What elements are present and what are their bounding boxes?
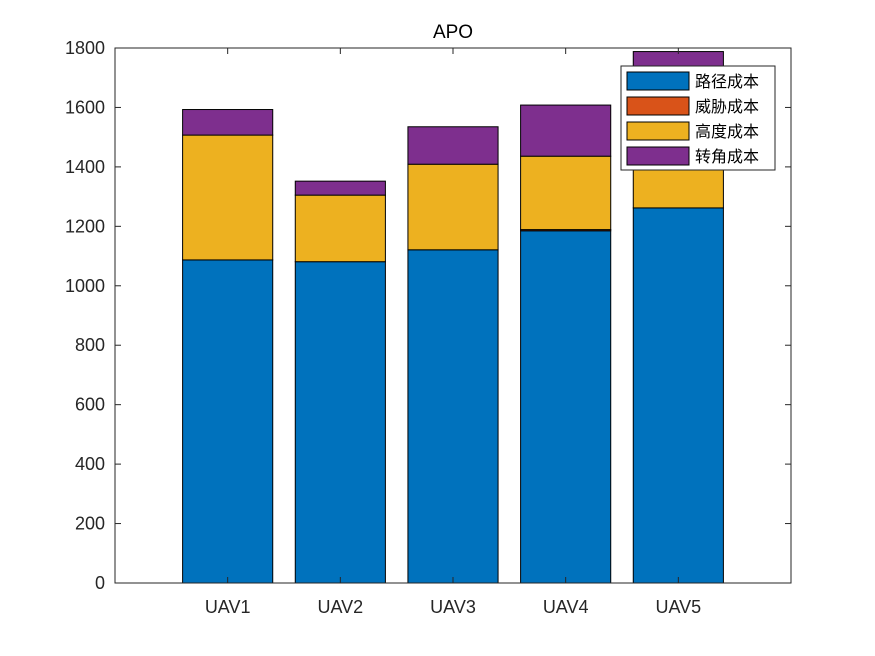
x-tick-label: UAV5 <box>655 597 701 617</box>
bar-segment-uav1-series-4 <box>182 109 274 136</box>
y-tick-label: 1600 <box>65 97 105 117</box>
legend-label: 高度成本 <box>695 122 759 141</box>
legend-swatch <box>626 71 690 91</box>
legend-swatch <box>626 96 690 116</box>
bar-segment-uav2-series-4 <box>294 180 386 196</box>
ticks-layer: 0 200 400 600 800 1000 1200 1400 1600 1800 UAV1 UAV… <box>65 38 791 617</box>
bar-segment-uav3-series-4 <box>407 126 499 165</box>
y-tick-label: 0 <box>95 573 105 593</box>
y-tick-label: 1200 <box>65 216 105 236</box>
bar-segment-uav2-series-3 <box>294 194 386 263</box>
chart-title: APO <box>433 22 473 43</box>
bar-segment-uav4-series-1 <box>520 230 612 584</box>
legend-label: 威胁成本 <box>695 97 759 116</box>
x-tick-label: UAV3 <box>430 597 476 617</box>
x-tick-label: UAV1 <box>205 597 251 617</box>
legend-label: 路径成本 <box>695 72 759 91</box>
y-tick-label: 400 <box>75 454 105 474</box>
bar-segment-uav5-series-1 <box>632 207 724 584</box>
y-tick-label: 600 <box>75 395 105 415</box>
bar-segment-uav1-series-1 <box>182 259 274 584</box>
bar-segment-uav2-series-1 <box>294 261 386 584</box>
legend-swatch <box>626 146 690 166</box>
y-tick-label: 1400 <box>65 157 105 177</box>
legend-swatch <box>626 121 690 141</box>
x-tick-label: UAV4 <box>543 597 589 617</box>
y-tick-label: 1000 <box>65 276 105 296</box>
y-tick-label: 1800 <box>65 38 105 58</box>
bar-segment-uav1-series-3 <box>182 134 274 261</box>
bars-layer <box>182 51 724 584</box>
x-tick-label: UAV2 <box>317 597 363 617</box>
legend-label: 转角成本 <box>695 147 759 166</box>
bar-segment-uav3-series-3 <box>407 163 499 251</box>
y-tick-label: 800 <box>75 335 105 355</box>
bar-segment-uav4-series-4 <box>520 104 612 157</box>
bar-segment-uav3-series-1 <box>407 249 499 584</box>
y-tick-label: 200 <box>75 514 105 534</box>
bar-segment-uav4-series-3 <box>520 155 612 231</box>
